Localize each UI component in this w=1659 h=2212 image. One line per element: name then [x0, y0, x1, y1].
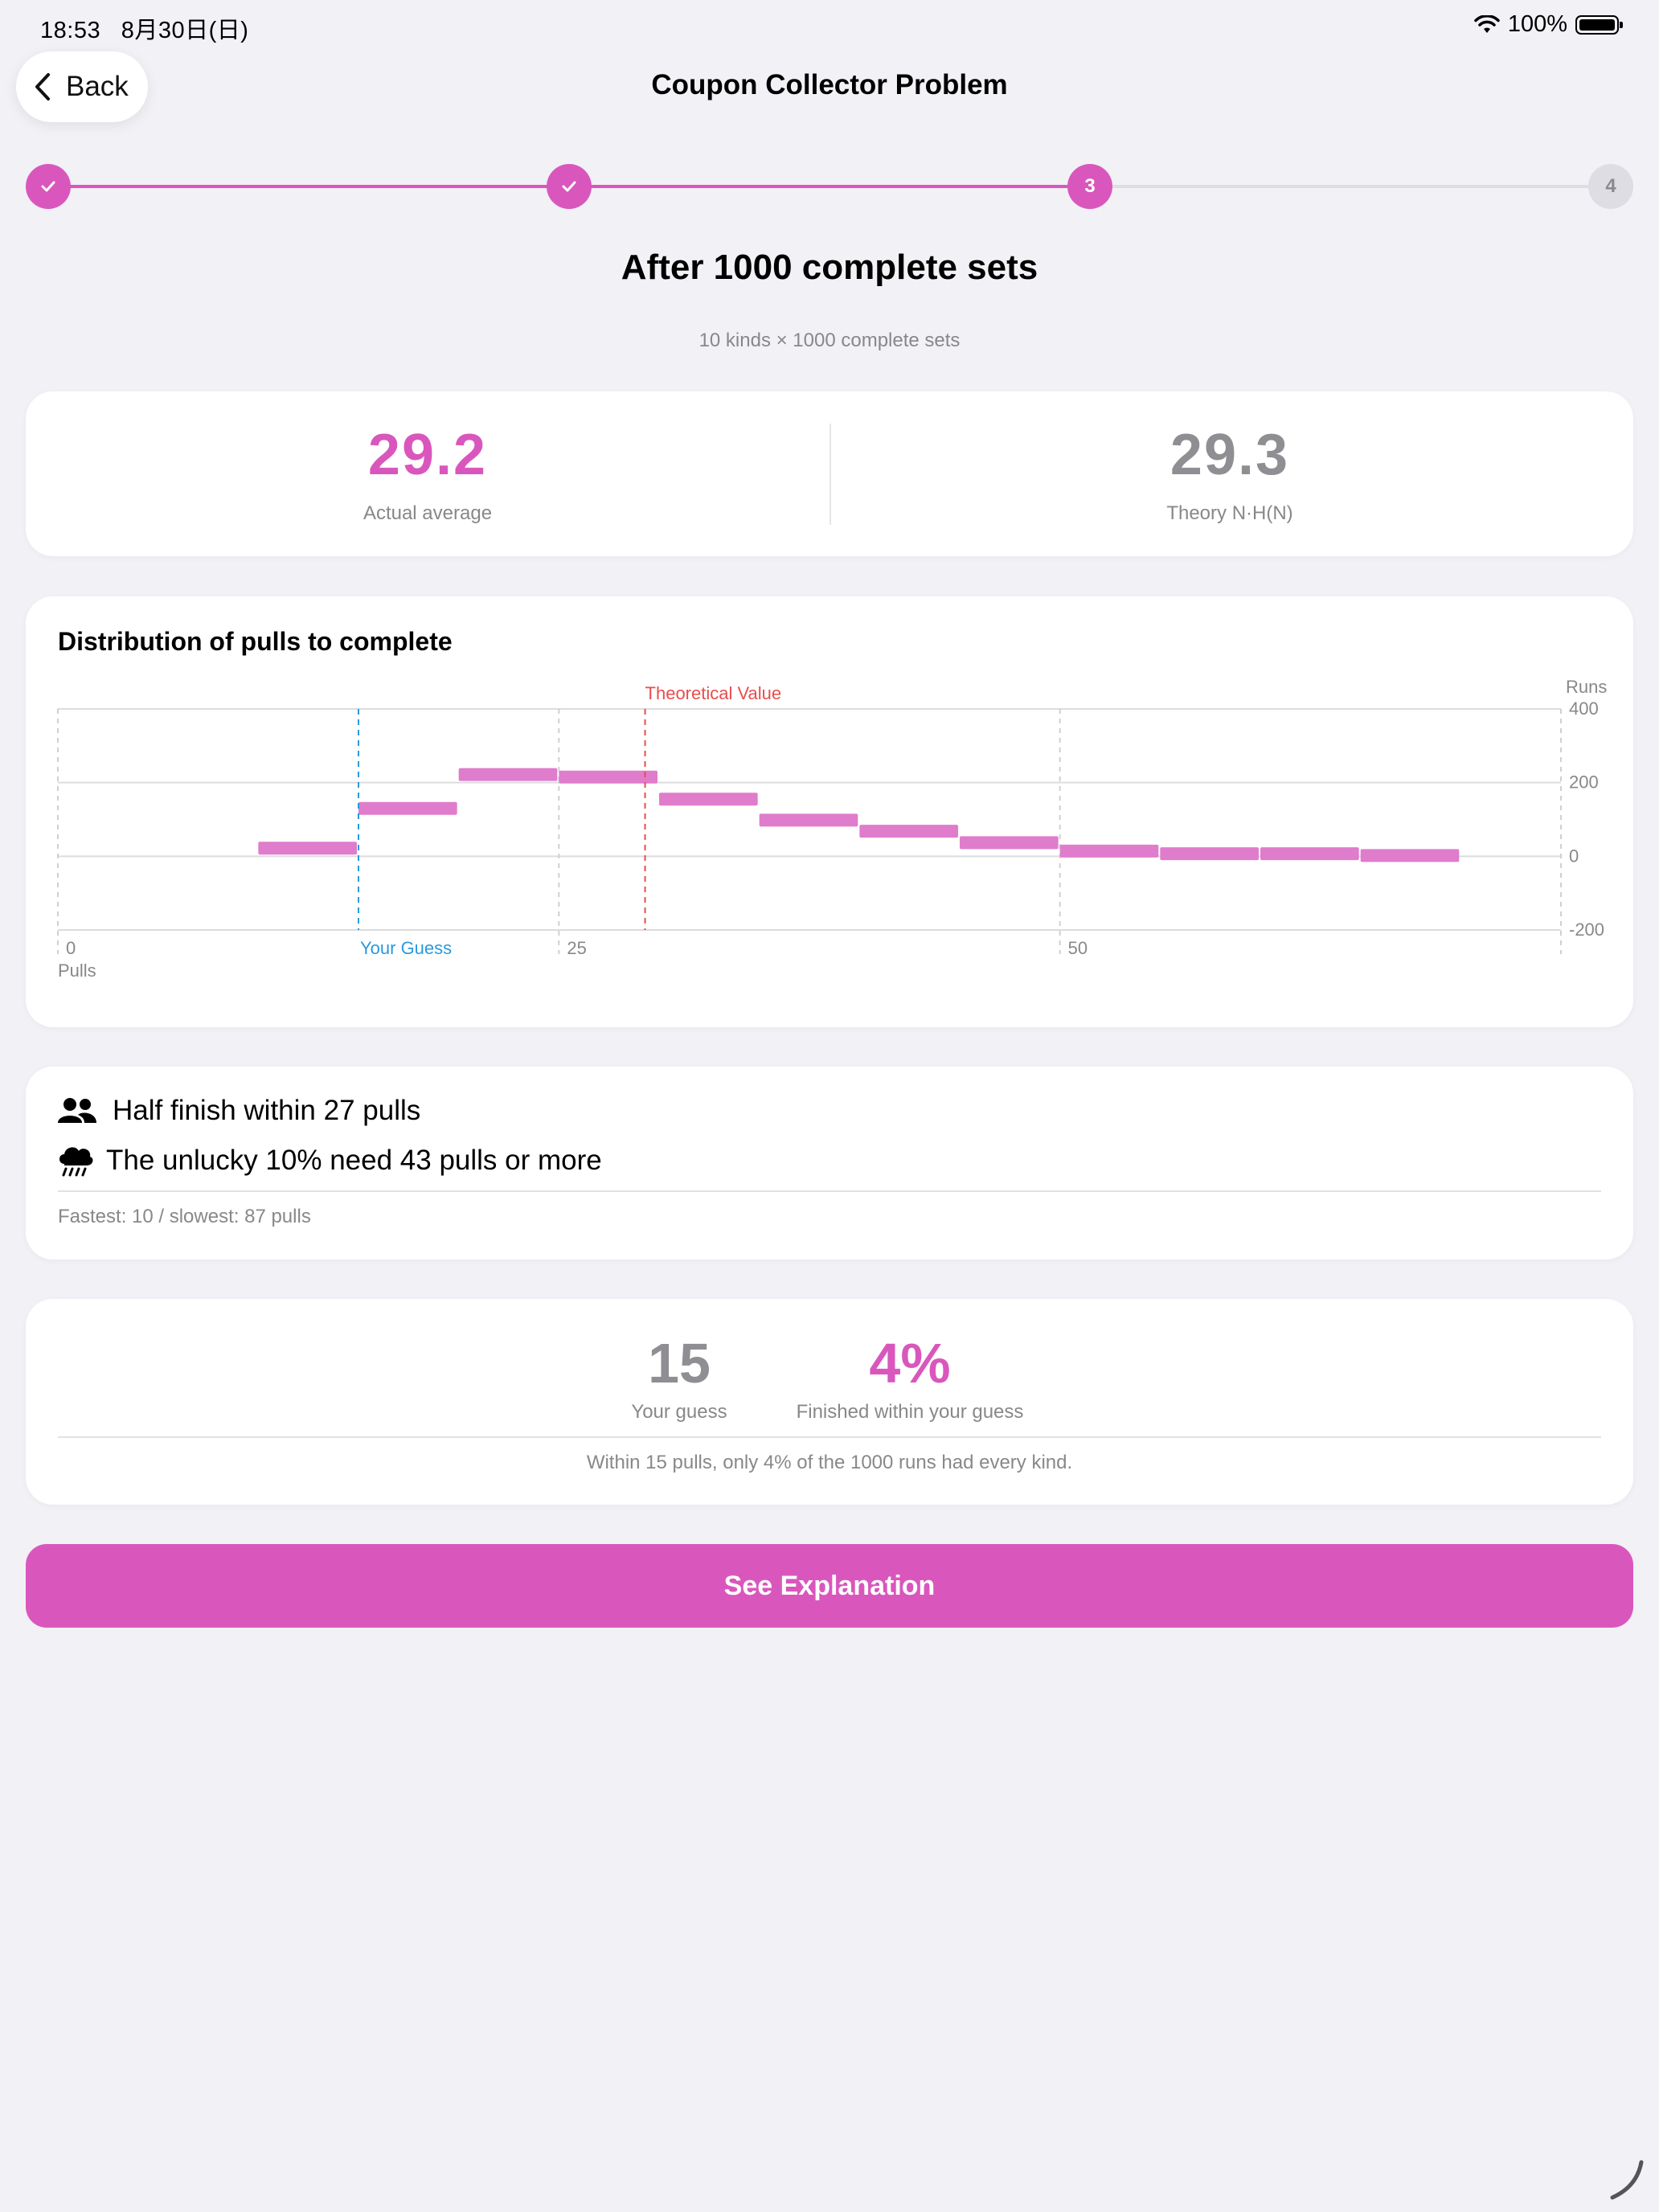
- step-3: 3: [1067, 164, 1112, 209]
- stats-divider: [830, 424, 831, 525]
- wifi-icon: [1474, 14, 1500, 33]
- step-4: 4: [1588, 164, 1633, 209]
- guess-divider: [58, 1436, 1601, 1438]
- status-date: 8月30日(日): [121, 18, 249, 43]
- progress-stepper: 3 4: [26, 164, 1633, 209]
- guess-card: [26, 1299, 1633, 1505]
- actual-average-value: 29.2: [367, 423, 488, 487]
- percentile-divider: [58, 1190, 1601, 1192]
- actual-average-label: Actual average: [363, 502, 493, 524]
- step-1: [26, 164, 71, 209]
- median-row: Half finish within 27 pulls: [58, 1095, 420, 1127]
- step-2: [547, 164, 592, 209]
- status-time: 18:53 8月30日(日): [40, 11, 248, 45]
- see-explanation-label: See Explanation: [723, 1570, 936, 1601]
- status-clock: 18:53: [40, 18, 101, 43]
- percentile-card: [26, 1067, 1633, 1260]
- back-button[interactable]: Back: [16, 51, 148, 122]
- guess-summary: Within 15 pulls, only 4% of the 1000 run…: [586, 1452, 1073, 1473]
- page-title: After 1000 complete sets: [621, 248, 1038, 287]
- theory-label: Theory N·H(N): [1166, 502, 1293, 524]
- guess-percent-label: Finished within your guess: [796, 1401, 1024, 1423]
- guess-percent: 4%: [869, 1332, 951, 1395]
- battery-icon: [1575, 14, 1623, 35]
- unlucky-text: The unlucky 10% need 43 pulls or more: [106, 1145, 602, 1176]
- guess-value: 15: [648, 1332, 711, 1395]
- theory-value: 29.3: [1169, 423, 1290, 487]
- pencil-hint-icon: [1610, 2160, 1644, 2200]
- distribution-card: [26, 596, 1633, 1027]
- checkmark-icon: [41, 181, 55, 192]
- battery-percent: 100%: [1507, 11, 1567, 37]
- range-text: Fastest: 10 / slowest: 87 pulls: [58, 1206, 311, 1227]
- guess-label: Your guess: [631, 1401, 727, 1423]
- nav-title: Coupon Collector Problem: [651, 69, 1008, 100]
- stepper-line-todo: [1090, 185, 1611, 188]
- unlucky-row: The unlucky 10% need 43 pulls or more: [56, 1143, 602, 1178]
- cloud-rain-icon: [59, 1147, 93, 1177]
- chevron-left-icon: [35, 73, 50, 100]
- back-label: Back: [66, 71, 129, 102]
- page-subtitle: 10 kinds × 1000 complete sets: [698, 330, 961, 351]
- see-explanation-button[interactable]: See Explanation: [26, 1544, 1633, 1628]
- checkmark-icon: [562, 181, 576, 192]
- median-text: Half finish within 27 pulls: [113, 1095, 421, 1126]
- status-indicators: 100%: [1474, 11, 1623, 38]
- chart-title: Distribution of pulls to complete: [58, 627, 453, 656]
- people-icon: [58, 1098, 96, 1123]
